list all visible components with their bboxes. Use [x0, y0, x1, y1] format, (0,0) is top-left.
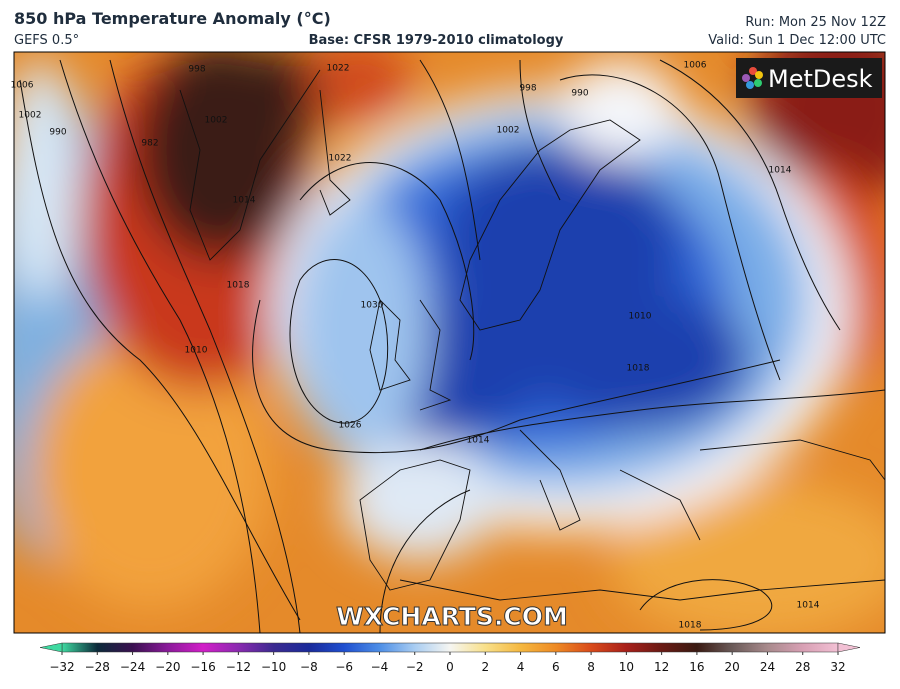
colorbar-tick-label: 2	[481, 660, 489, 674]
isobar-label: 998	[519, 84, 536, 94]
colorbar: −32 −28 −24 −20 −16 −12 −10 −8 −6 −4 −2 0 2 4 6 8 10 12 16…	[39, 642, 861, 674]
logo-text: MetDesk	[768, 65, 873, 93]
model-label: GEFS 0.5°	[14, 33, 79, 48]
isobar-label: 1018	[227, 281, 250, 291]
isobar-label: 990	[49, 128, 66, 138]
colorbar-tick-label: −4	[371, 660, 389, 674]
isobar-label: 1002	[205, 116, 228, 126]
isobar-label: 982	[141, 139, 158, 149]
isobar-label: 1018	[679, 621, 702, 631]
colorbar-tick-label: 12	[654, 660, 669, 674]
colorbar-tick-label: 8	[587, 660, 595, 674]
colorbar-tick-label: −24	[120, 660, 145, 674]
isobar-label: 998	[188, 65, 205, 75]
isobar-label: 1006	[11, 81, 34, 91]
isobar-labels: 998 1022 998 990 1006 1002 990 982 1002 1014 1022 1…	[11, 61, 820, 631]
isobar-label: 1002	[19, 111, 42, 121]
map	[14, 52, 885, 633]
colorbar-tick-label: 10	[619, 660, 634, 674]
colorbar-tick-label: 4	[517, 660, 525, 674]
isobar-label: 1014	[467, 436, 490, 446]
colorbar-tick-label: −10	[261, 660, 286, 674]
colorbar-tick-label: −6	[335, 660, 353, 674]
colorbar-tick-label: −12	[226, 660, 251, 674]
watermark: WXCHARTS.COM	[336, 602, 568, 631]
valid-label: Valid: Sun 1 Dec 12:00 UTC	[708, 33, 886, 48]
colorbar-tick-label: 28	[795, 660, 810, 674]
logo-icon	[742, 67, 763, 89]
isobar-label: 1014	[769, 166, 792, 176]
isobar-label: 1010	[185, 346, 208, 356]
map-frame	[13, 51, 886, 634]
colorbar-tick-label: −8	[300, 660, 318, 674]
isobar-label: 1010	[629, 312, 652, 322]
colorbar-end-low	[39, 642, 63, 653]
colorbar-end-high	[837, 642, 861, 653]
isobar-label: 1006	[684, 61, 707, 71]
isobar-label: 1014	[233, 196, 256, 206]
colorbar-tick-label: −28	[85, 660, 110, 674]
colorbar-tick-label: 0	[446, 660, 454, 674]
isobar-label: 1022	[329, 154, 352, 164]
chart-title: 850 hPa Temperature Anomaly (°C)	[14, 9, 331, 28]
colorbar-tick-label: −20	[155, 660, 180, 674]
isobar-label: 990	[571, 89, 588, 99]
isobar-label: 1014	[797, 601, 820, 611]
colorbar-tick-label: −32	[49, 660, 74, 674]
colorbar-tick-label: −2	[406, 660, 424, 674]
colorbar-tick-label: 32	[830, 660, 845, 674]
base-label: Base: CFSR 1979-2010 climatology	[309, 33, 564, 48]
colorbar-tick-label: 24	[760, 660, 775, 674]
colorbar-tick-label: 6	[552, 660, 560, 674]
isobar-label: 1026	[339, 421, 362, 431]
run-label: Run: Mon 25 Nov 12Z	[745, 15, 886, 30]
colorbar-tick-label: −16	[190, 660, 215, 674]
isobar-label: 1022	[327, 64, 350, 74]
isobar-label: 1018	[627, 364, 650, 374]
isobar-label: 1030	[361, 301, 384, 311]
colorbar-tick-label: 20	[725, 660, 740, 674]
colorbar-tick-label: 16	[689, 660, 704, 674]
colorbar-bar	[61, 642, 839, 653]
isobar-label: 1002	[497, 126, 520, 136]
